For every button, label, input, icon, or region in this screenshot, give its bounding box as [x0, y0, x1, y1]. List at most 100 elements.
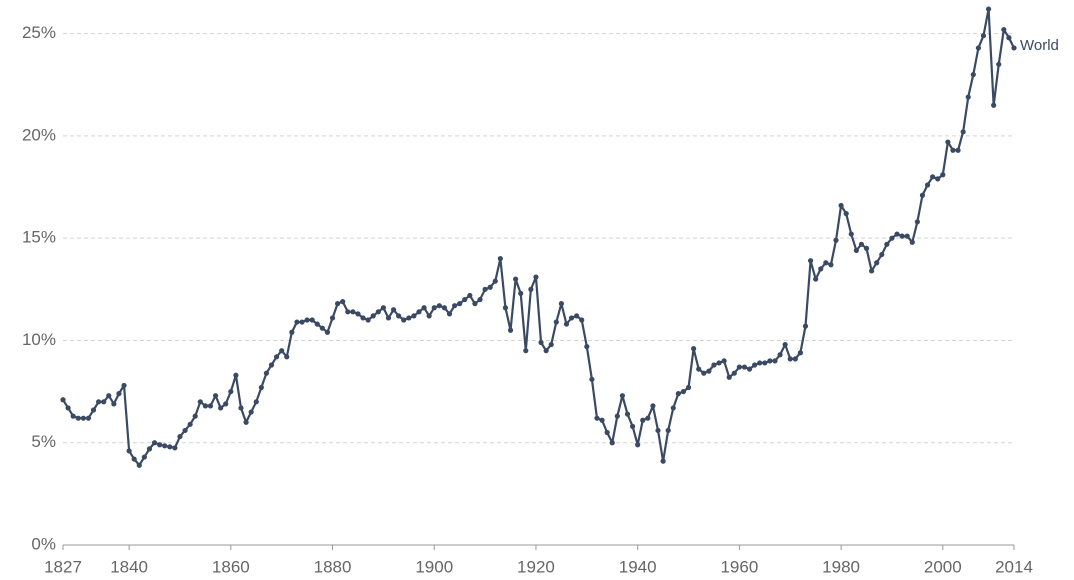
point: [726, 374, 732, 380]
series-line: [62, 7, 1015, 467]
point: [518, 290, 524, 297]
point: [502, 305, 509, 311]
point: [411, 313, 417, 319]
point: [996, 61, 1002, 67]
point: [60, 397, 66, 403]
x-tick-label: 1900: [415, 557, 453, 576]
point: [914, 219, 920, 225]
point: [299, 319, 305, 325]
point: [375, 309, 381, 315]
point: [752, 362, 758, 368]
point: [126, 448, 132, 454]
y-tick-label: 20%: [22, 125, 56, 144]
point: [385, 315, 392, 321]
point: [904, 233, 910, 239]
point: [757, 360, 763, 366]
point: [146, 446, 153, 452]
point: [80, 415, 86, 421]
point: [106, 393, 112, 399]
point: [884, 241, 890, 247]
point: [263, 370, 270, 376]
point: [401, 317, 407, 323]
point: [879, 251, 885, 258]
y-tick-label: 5%: [31, 432, 56, 451]
point: [172, 445, 178, 451]
point: [624, 411, 631, 417]
point: [95, 399, 102, 405]
point: [650, 403, 656, 409]
point: [380, 305, 386, 311]
point: [935, 176, 941, 182]
y-tick-label: 0%: [31, 534, 56, 553]
point: [848, 231, 854, 237]
point: [823, 260, 829, 266]
point: [701, 370, 707, 376]
point: [940, 172, 946, 178]
point: [675, 391, 681, 397]
point: [197, 399, 203, 405]
x-tick-label: 1880: [314, 557, 352, 576]
point: [329, 315, 336, 321]
y-tick-label: 25%: [22, 23, 56, 42]
point: [772, 358, 778, 364]
point: [955, 147, 961, 153]
point: [157, 442, 163, 448]
point: [335, 301, 341, 307]
point: [604, 429, 610, 436]
x-tick-label: 1827: [44, 557, 82, 576]
point: [635, 442, 641, 448]
point: [497, 256, 503, 262]
point: [660, 458, 666, 464]
point: [533, 274, 539, 280]
point: [431, 305, 437, 311]
point: [899, 233, 905, 239]
point: [858, 241, 865, 247]
point: [111, 401, 117, 407]
point: [711, 362, 717, 368]
point: [268, 362, 275, 368]
point: [507, 327, 514, 333]
point: [75, 415, 81, 421]
point: [833, 237, 839, 243]
point: [691, 346, 697, 352]
point: [406, 315, 412, 321]
point: [223, 401, 229, 407]
point: [716, 360, 722, 366]
x-tick-label: 2014: [995, 557, 1033, 576]
point: [324, 329, 331, 335]
point: [279, 348, 285, 354]
point: [863, 245, 870, 252]
point: [614, 413, 620, 419]
point: [589, 376, 595, 382]
point: [655, 427, 661, 434]
point: [523, 348, 529, 354]
x-tick-label: 1980: [822, 557, 860, 576]
point: [594, 415, 600, 421]
x-tick-label: 2000: [924, 557, 962, 576]
point: [340, 298, 346, 305]
point: [116, 391, 122, 397]
point: [548, 341, 554, 348]
x-tick-label: 1940: [619, 557, 657, 576]
point: [563, 321, 570, 327]
point: [248, 409, 254, 415]
point: [253, 399, 259, 405]
point: [980, 33, 987, 39]
point: [818, 266, 824, 272]
point: [838, 202, 844, 209]
x-tick-label: 1920: [517, 557, 555, 576]
point: [579, 317, 585, 323]
point: [365, 317, 371, 323]
point: [202, 403, 208, 409]
point: [574, 313, 580, 319]
point: [462, 296, 468, 303]
point: [813, 276, 819, 282]
point: [558, 301, 564, 307]
point: [762, 360, 768, 366]
point: [619, 393, 626, 399]
point: [584, 343, 590, 350]
point: [599, 417, 605, 423]
point: [680, 388, 687, 395]
point: [782, 341, 788, 348]
